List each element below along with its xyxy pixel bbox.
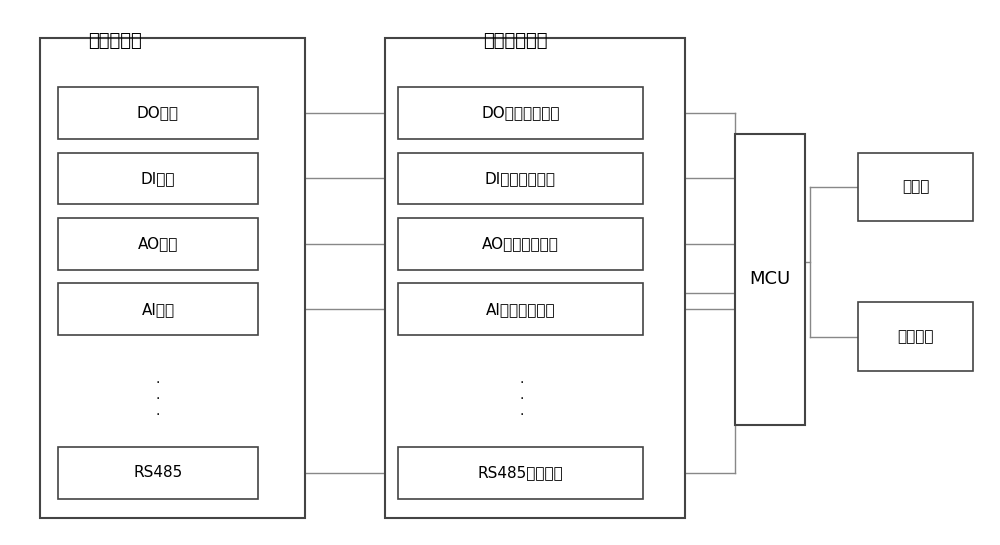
Bar [58,447,258,499]
Text: AI接口诊断电路: AI接口诊断电路 [486,302,555,317]
Text: RS485通讯电路: RS485通讯电路 [478,465,563,480]
Bar [398,153,643,204]
Text: .: . [520,404,524,419]
Bar [858,302,973,371]
Text: 显示屏: 显示屏 [902,179,929,194]
Bar [858,153,973,221]
Bar [58,153,258,204]
Bar [58,218,258,270]
Bar [398,87,643,139]
Text: 空调控制器: 空调控制器 [88,32,142,50]
Text: .: . [520,388,524,402]
Text: 输入设备: 输入设备 [897,329,934,344]
Bar [40,38,305,518]
Bar [735,134,805,425]
Text: AO电路: AO电路 [138,237,178,251]
Text: .: . [156,388,160,402]
Bar [385,38,685,518]
Bar [58,87,258,139]
Text: DI接口诊断电路: DI接口诊断电路 [485,171,556,186]
Bar [58,283,258,335]
Text: .: . [156,404,160,419]
Text: DI电路: DI电路 [141,171,175,186]
Text: .: . [520,372,524,386]
Text: RS485: RS485 [133,465,183,480]
Bar [398,283,643,335]
Text: DO接口诊断电路: DO接口诊断电路 [481,106,560,120]
Text: .: . [156,372,160,386]
Text: MCU: MCU [749,270,791,288]
Text: AO接口诊断电路: AO接口诊断电路 [482,237,559,251]
Text: AI电路: AI电路 [141,302,175,317]
Bar [398,447,643,499]
Text: 故障诊断工具: 故障诊断工具 [483,32,547,50]
Bar [398,218,643,270]
Text: DO电路: DO电路 [137,106,179,120]
